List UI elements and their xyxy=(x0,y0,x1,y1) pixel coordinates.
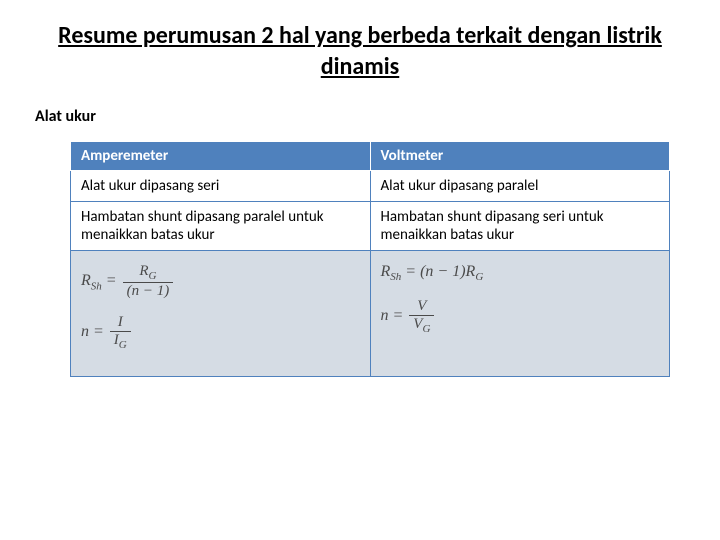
table-row: Hambatan shunt dipasang paralel untuk me… xyxy=(71,202,670,251)
formula-n-volt: n = V VG xyxy=(381,298,660,335)
table-header-row: Amperemeter Voltmeter xyxy=(71,142,670,171)
col-header-voltmeter: Voltmeter xyxy=(370,142,670,171)
formula-rsh-volt: RSh = (n − 1)RG xyxy=(381,263,660,283)
col-header-amperemeter: Amperemeter xyxy=(71,142,371,171)
formula-cell-ampere: RSh = RG (n − 1) n = I IG xyxy=(71,251,371,377)
table-row: Alat ukur dipasang seri Alat ukur dipasa… xyxy=(71,171,670,202)
cell-shunt-volt: Hambatan shunt dipasang seri untuk menai… xyxy=(370,202,670,251)
formula-n-ampere: n = I IG xyxy=(81,314,360,351)
cell-connection-volt: Alat ukur dipasang paralel xyxy=(370,171,670,202)
formula-row: RSh = RG (n − 1) n = I IG xyxy=(71,251,670,377)
section-subtitle: Alat ukur xyxy=(35,107,690,126)
comparison-table: Amperemeter Voltmeter Alat ukur dipasang… xyxy=(70,141,670,377)
formula-cell-volt: RSh = (n − 1)RG n = V VG xyxy=(370,251,670,377)
formula-rsh-ampere: RSh = RG (n − 1) xyxy=(81,263,360,300)
cell-shunt-ampere: Hambatan shunt dipasang paralel untuk me… xyxy=(71,202,371,251)
cell-connection-ampere: Alat ukur dipasang seri xyxy=(71,171,371,202)
page-title: Resume perumusan 2 hal yang berbeda terk… xyxy=(30,20,690,82)
